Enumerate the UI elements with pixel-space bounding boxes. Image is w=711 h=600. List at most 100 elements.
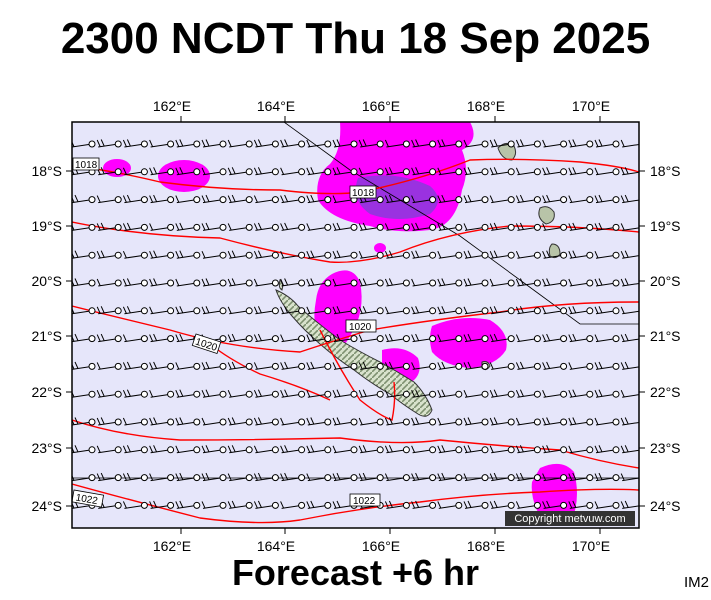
wind-barb — [594, 194, 620, 204]
wind-barb — [515, 417, 541, 426]
ouvea-island — [497, 142, 517, 161]
wind-barb — [358, 445, 384, 454]
wind-barb — [569, 529, 593, 536]
wind-barb — [306, 445, 332, 454]
wind-barb — [568, 472, 594, 482]
wind-barb — [515, 389, 541, 398]
wind-barb — [489, 362, 515, 370]
wind-barb — [149, 223, 175, 231]
wind-barb — [437, 501, 463, 509]
wind-barb — [253, 333, 279, 343]
wind-barb — [122, 222, 148, 231]
wind-barb — [96, 333, 122, 343]
wind-barb — [306, 278, 332, 287]
wind-barb — [280, 389, 306, 398]
wind-barb — [437, 417, 463, 426]
wind-barb — [411, 222, 437, 231]
wind-barb — [332, 139, 358, 148]
wind-barb — [280, 361, 306, 370]
wind-barb — [489, 500, 515, 509]
lon-label-top: 170°E — [572, 98, 610, 114]
wind-barb — [175, 362, 201, 370]
wind-barb — [594, 445, 620, 454]
wind-barb — [149, 389, 175, 398]
wind-barb — [306, 500, 332, 509]
wind-barb — [122, 278, 148, 287]
isobar-label: 1022 — [71, 489, 105, 508]
wind-barb — [149, 250, 175, 259]
wind-barb — [358, 361, 384, 370]
wind-barb — [332, 222, 358, 231]
wind-barb — [568, 417, 594, 426]
wind-barb — [306, 250, 332, 259]
wind-barb — [489, 445, 515, 454]
wind-barb — [280, 417, 306, 426]
lon-label-top: 162°E — [153, 98, 191, 114]
wind-barb — [568, 362, 594, 370]
wind-barb — [489, 472, 515, 482]
wind-barb — [332, 250, 358, 259]
wind-barb — [201, 194, 227, 204]
wind-barb — [122, 250, 148, 259]
isobar-label-text: 1022 — [75, 492, 99, 507]
wind-barb — [253, 278, 279, 287]
wind-barb — [594, 250, 620, 259]
isobar-1020c — [209, 343, 331, 401]
wind-barb — [437, 445, 463, 454]
wind-barb — [202, 529, 226, 537]
wind-barb — [332, 278, 358, 287]
wind-barb — [96, 250, 122, 259]
wind-barb — [411, 167, 437, 176]
wind-barb — [489, 139, 515, 148]
wind-barb — [411, 250, 437, 259]
wind-barb — [96, 222, 122, 231]
wind-barb — [122, 472, 148, 482]
wind-barb — [201, 472, 227, 482]
isobar-1020b — [319, 329, 396, 421]
wind-barb — [280, 222, 306, 231]
wind-barb — [122, 417, 148, 426]
wind-barb — [201, 501, 227, 509]
wind-barb — [332, 417, 358, 426]
wind-barb — [489, 167, 515, 176]
lon-label-top: 164°E — [257, 98, 295, 114]
lat-label-right: 22°S — [650, 384, 681, 400]
wind-barb — [306, 417, 332, 426]
wind-barb — [594, 167, 620, 176]
wind-barb — [515, 361, 541, 370]
wind-barb — [253, 362, 279, 370]
precip-area — [374, 243, 386, 253]
wind-barb — [228, 529, 252, 537]
wind-barb — [201, 306, 227, 315]
wind-barb — [437, 334, 463, 343]
wind-barb — [358, 222, 384, 231]
wind-barb — [332, 306, 358, 315]
wind-barb — [384, 167, 410, 176]
wind-barb — [175, 278, 201, 287]
wind-barb — [72, 223, 96, 231]
lifou-island — [538, 206, 555, 225]
wind-barb — [437, 361, 463, 370]
wind-barb — [463, 417, 489, 426]
wind-barb — [253, 139, 279, 148]
wind-barb — [253, 389, 279, 398]
wind-barb — [306, 333, 332, 343]
wind-barb — [149, 278, 175, 287]
wind-barb — [253, 445, 279, 454]
wind-barb — [542, 194, 568, 204]
wind-barb — [201, 417, 227, 426]
wind-barb — [384, 194, 410, 204]
wind-barb — [594, 222, 620, 231]
lat-label-right: 24°S — [650, 498, 681, 514]
wind-barb — [568, 333, 594, 343]
wind-barb — [149, 445, 175, 454]
isobar-label-text: 1018 — [75, 160, 98, 171]
wind-barb — [280, 139, 306, 148]
wind-barb — [72, 361, 96, 370]
wind-barb — [201, 250, 227, 259]
wind-barb — [122, 334, 148, 343]
wind-barb — [358, 472, 384, 482]
wind-barb — [149, 473, 175, 482]
wind-barb — [437, 306, 463, 315]
wind-barb — [306, 167, 332, 176]
